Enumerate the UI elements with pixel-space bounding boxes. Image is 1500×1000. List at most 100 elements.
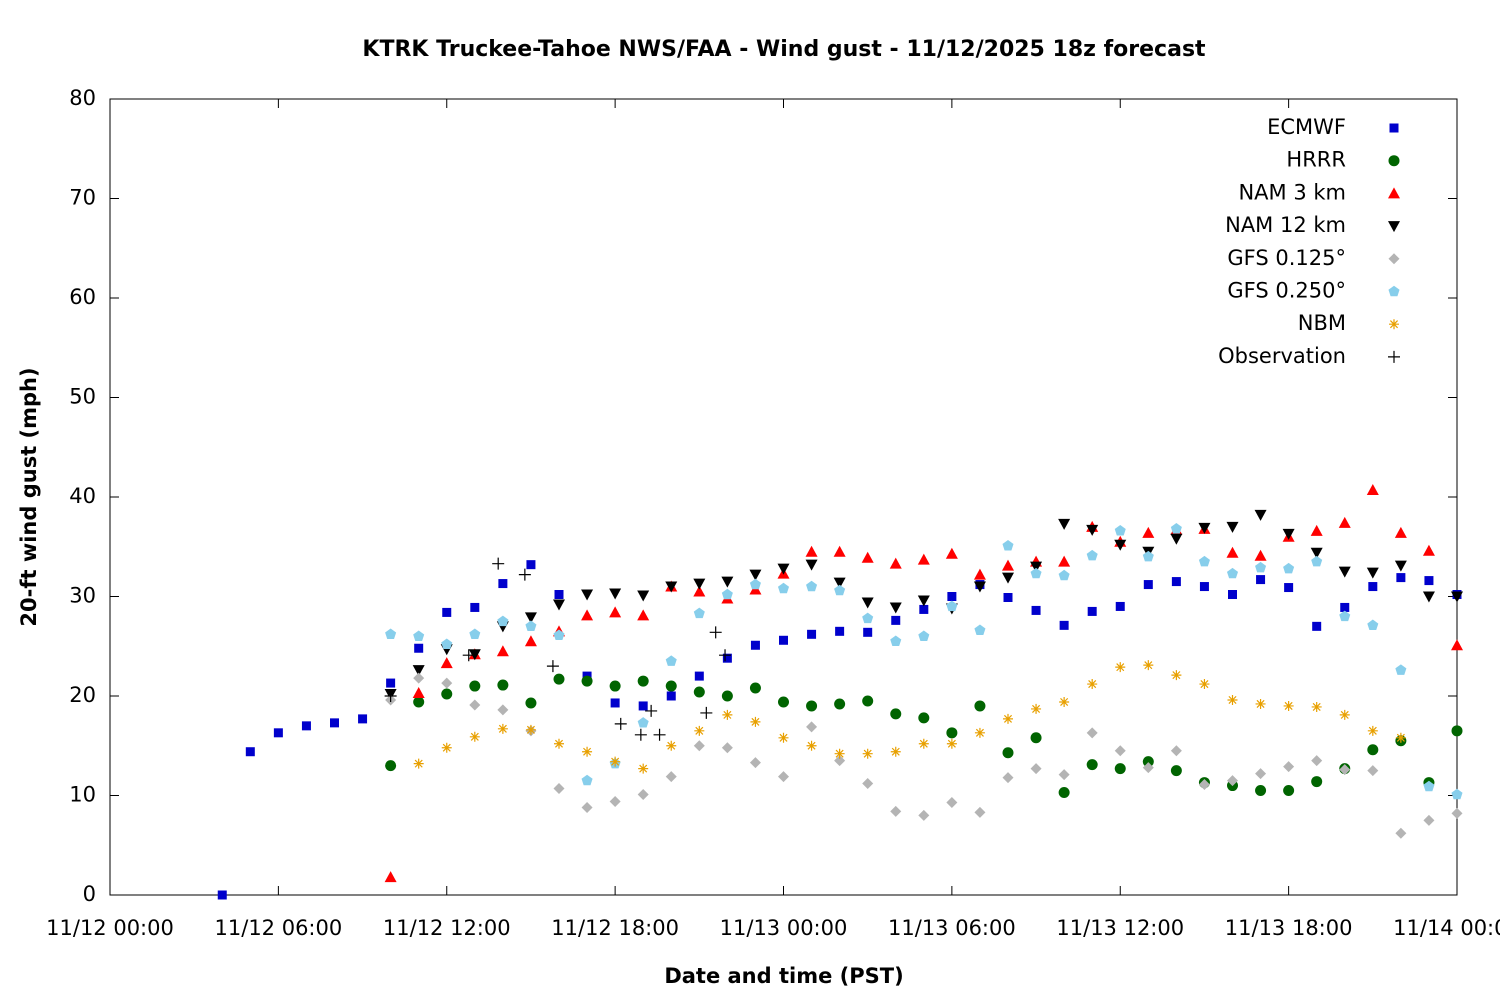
point	[525, 697, 537, 709]
point	[1170, 745, 1182, 757]
point	[1367, 765, 1379, 777]
point	[273, 728, 283, 738]
point	[1030, 567, 1042, 579]
point	[653, 728, 666, 741]
point	[413, 758, 424, 769]
point	[1339, 709, 1350, 720]
point	[779, 635, 788, 645]
point	[1227, 775, 1238, 787]
y-tick-label: 80	[69, 86, 96, 110]
legend-label: ECMWF	[1267, 115, 1346, 139]
point	[497, 679, 509, 691]
point	[1226, 521, 1239, 533]
point	[889, 557, 902, 569]
point	[1254, 509, 1267, 521]
point	[891, 615, 901, 625]
point	[553, 599, 565, 611]
point	[1171, 670, 1182, 681]
point	[749, 757, 761, 769]
point	[919, 604, 929, 614]
point	[1395, 732, 1406, 743]
point	[666, 691, 676, 701]
point	[609, 680, 621, 692]
point	[581, 774, 593, 786]
point	[665, 680, 677, 692]
point	[581, 801, 593, 813]
point	[497, 615, 509, 627]
point	[722, 709, 733, 720]
legend-label: NAM 3 km	[1238, 180, 1346, 204]
point	[385, 628, 397, 640]
point	[862, 695, 874, 707]
point	[1058, 555, 1071, 567]
point	[498, 579, 508, 589]
point	[1226, 546, 1239, 558]
point	[1366, 484, 1379, 496]
point	[1086, 727, 1098, 739]
point	[834, 698, 846, 710]
point	[974, 727, 985, 738]
x-tick-label: 11/14 00:00	[1393, 916, 1500, 940]
point	[834, 584, 846, 596]
point	[469, 699, 481, 711]
point	[700, 706, 713, 719]
point	[614, 717, 627, 730]
point	[1255, 698, 1266, 709]
point	[1142, 526, 1155, 538]
point	[1002, 772, 1014, 784]
point	[833, 577, 846, 589]
point	[721, 690, 733, 702]
point	[634, 728, 647, 741]
point	[1311, 701, 1322, 712]
point	[645, 704, 658, 717]
point	[693, 585, 706, 597]
point	[1389, 319, 1399, 330]
point	[1422, 591, 1435, 603]
point	[497, 723, 508, 734]
point	[946, 796, 958, 808]
point	[918, 712, 930, 724]
point	[1389, 123, 1399, 133]
point	[1451, 807, 1463, 819]
point	[777, 582, 790, 594]
point	[1388, 187, 1400, 199]
point	[609, 588, 622, 600]
point	[469, 680, 481, 692]
point	[1003, 592, 1013, 602]
point	[805, 545, 818, 557]
point	[918, 738, 929, 749]
y-tick-label: 50	[69, 385, 96, 409]
point	[581, 609, 594, 621]
point	[1059, 620, 1069, 630]
point	[1030, 763, 1042, 775]
point	[890, 635, 902, 646]
point	[1310, 547, 1323, 559]
point	[525, 724, 536, 735]
point	[637, 609, 650, 621]
point	[1086, 524, 1099, 536]
y-tick-label: 70	[69, 186, 96, 210]
point	[1002, 572, 1014, 584]
point	[526, 560, 536, 570]
point	[1226, 567, 1239, 579]
point	[1451, 788, 1463, 800]
point	[974, 806, 986, 818]
point	[1451, 591, 1463, 603]
point	[581, 675, 593, 687]
point	[1142, 762, 1154, 774]
point	[414, 643, 424, 653]
point	[721, 742, 733, 754]
point	[553, 629, 565, 640]
point	[1284, 583, 1294, 593]
point	[412, 687, 425, 699]
point	[384, 871, 397, 883]
point	[524, 612, 537, 624]
x-tick-label: 11/13 00:00	[720, 916, 848, 940]
point	[694, 671, 704, 681]
point	[1087, 679, 1098, 690]
point	[749, 569, 762, 581]
y-tick-label: 0	[83, 882, 96, 906]
point	[719, 649, 732, 662]
